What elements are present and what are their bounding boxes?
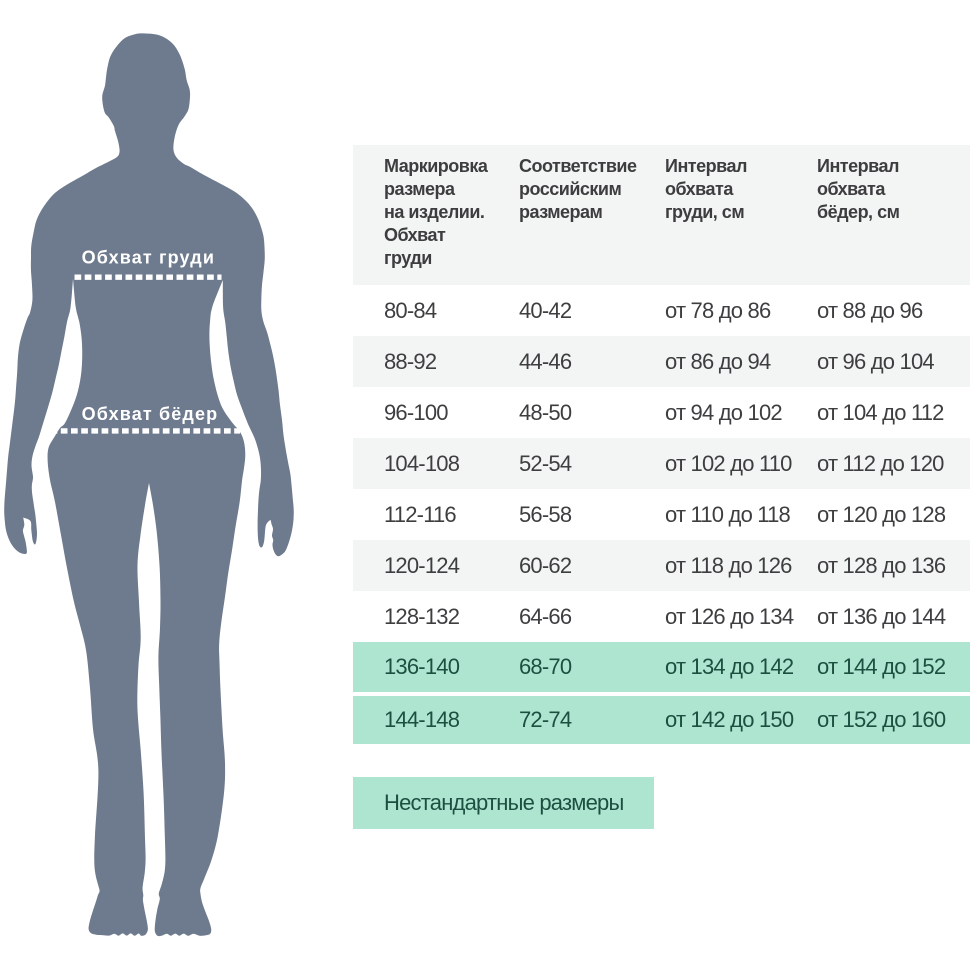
svg-text:Обхват груди: Обхват груди	[82, 248, 215, 268]
svg-text:Обхват бёдер: Обхват бёдер	[82, 404, 219, 424]
